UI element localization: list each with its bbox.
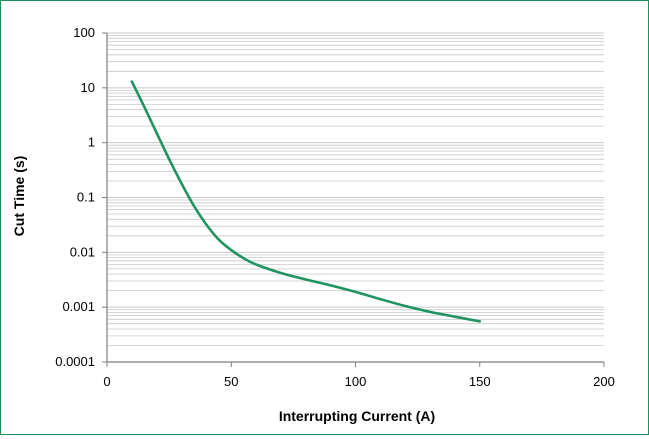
x-axis-title: Interrupting Current (A) [279,408,435,424]
y-tick-label: 10 [81,80,95,95]
y-tick-label: 0.1 [77,190,95,205]
y-tick-label: 0.0001 [55,354,95,369]
y-tick-label: 0.01 [70,244,95,259]
tick-labels: 0.0001 0.001 0.01 0.1 1 10 100 0 50 100 150 200 [55,25,615,389]
y-tick-label: 0.001 [62,299,95,314]
x-tick-label: 50 [224,374,238,389]
series [130,80,482,323]
x-tick-label: 150 [469,374,491,389]
x-tick-label: 100 [345,374,367,389]
series-line [130,80,482,323]
axes [102,32,605,367]
gridlines [107,32,604,363]
y-axis-title: Cut Time (s) [11,156,27,237]
x-tick-label: 200 [593,374,615,389]
x-tick-label: 0 [103,374,110,389]
y-tick-label: 1 [88,135,95,150]
y-tick-label: 100 [73,25,95,40]
